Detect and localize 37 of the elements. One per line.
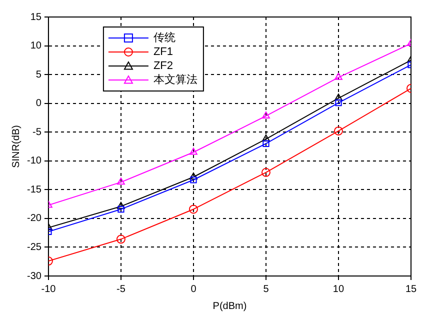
point [190, 172, 198, 180]
point [334, 126, 343, 136]
y-tick-label: -5 [32, 126, 42, 138]
point [190, 176, 197, 184]
y-tick-label: 15 [30, 12, 42, 23]
legend-label: ZF2 [153, 60, 174, 72]
x-tick-label: -5 [116, 284, 126, 295]
point [335, 99, 342, 106]
y-tick-label: 5 [36, 69, 42, 80]
point [334, 94, 342, 101]
point [117, 178, 125, 185]
point [334, 72, 342, 80]
point [261, 168, 270, 177]
y-tick-label: -15 [27, 184, 42, 196]
legend-label: 传统 [153, 31, 176, 44]
y-axis-title: SINR(dB) [10, 125, 22, 168]
point [118, 206, 124, 213]
point [190, 148, 198, 155]
legend-label: ZF1 [153, 46, 174, 58]
point [262, 111, 270, 118]
point [262, 140, 270, 147]
y-tick-label: -30 [27, 270, 42, 282]
point [188, 204, 198, 214]
y-tick-label: 10 [30, 40, 42, 52]
y-tick-label: -25 [27, 242, 42, 253]
x-axis-title: P(dBm) [212, 300, 247, 312]
y-tick-label: -20 [27, 213, 42, 224]
point [262, 134, 270, 142]
x-tick-label: 5 [263, 284, 270, 295]
x-tick-label: 15 [405, 284, 417, 295]
point [117, 202, 125, 209]
legend-label: 本文算法 [153, 73, 198, 86]
y-tick-label: -10 [27, 156, 42, 167]
y-tick-label: 0 [36, 98, 42, 110]
point [116, 234, 126, 244]
x-tick-label: 0 [190, 284, 197, 295]
x-tick-label: 10 [332, 284, 344, 295]
